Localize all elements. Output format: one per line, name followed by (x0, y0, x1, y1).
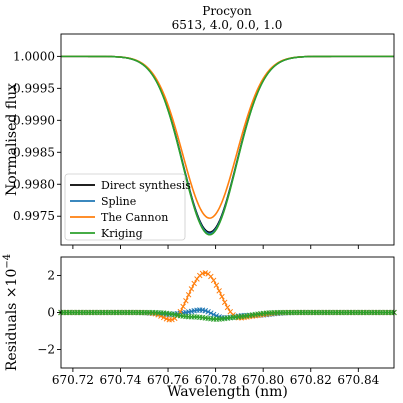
flux-y-tick-label: 0.9990 (13, 113, 55, 127)
residuals-panel: −2 0 2 670.72 670.74 670.76 670.78 670.80 670.8… (2, 254, 397, 400)
residuals-series-markers (58, 270, 397, 323)
flux-y-tick-label: 1.0000 (13, 49, 55, 63)
residual-marker (213, 282, 220, 289)
flux-series-lines (61, 55, 394, 236)
x-tick-label: 670.72 (52, 373, 94, 387)
residual-marker (177, 308, 184, 315)
residual-marker (219, 293, 225, 300)
legend-label-the-cannon: The Cannon (101, 211, 168, 224)
residual-marker (185, 292, 192, 298)
residuals-y-axis-label: Residuals ×10−4 (2, 254, 20, 371)
residuals-y-tick-label: 0 (47, 306, 55, 320)
chart-title: Procyon (202, 4, 252, 18)
residual-marker (191, 280, 197, 287)
residual-marker (216, 288, 222, 294)
x-tick-label: 670.82 (290, 373, 332, 387)
x-tick-label: 670.74 (99, 373, 141, 387)
residuals-x-axis-ticks: 670.72 670.74 670.76 670.78 670.80 670.82 670.… (52, 368, 380, 387)
residual-marker (210, 277, 217, 284)
legend-label-direct-synthesis: Direct synthesis (101, 179, 191, 192)
residuals-y-axis-label-exponent: −4 (2, 254, 13, 269)
flux-y-tick-label: 0.9995 (13, 81, 55, 95)
residual-marker (205, 309, 211, 315)
residuals-y-tick-label: 2 (47, 269, 55, 283)
residual-marker (169, 316, 175, 323)
residual-marker (224, 304, 231, 311)
residual-marker (180, 303, 186, 310)
residuals-plot-frame (60, 256, 395, 369)
legend-label-spline: Spline (101, 195, 136, 208)
x-tick-label: 670.78 (195, 373, 237, 387)
chart-subtitle: 6513, 4.0, 0.0, 1.0 (172, 18, 283, 32)
legend-label-kriging: Kriging (101, 227, 143, 240)
residuals-y-axis-ticks: −2 0 2 (37, 269, 61, 357)
residual-marker (221, 299, 228, 306)
flux-y-tick-label: 0.9975 (13, 209, 55, 223)
residuals-y-tick-label: −2 (37, 343, 55, 357)
residual-marker (160, 314, 167, 321)
x-tick-label: 670.84 (337, 373, 379, 387)
flux-y-axis-ticks: 0.9975 0.9980 0.9985 0.9990 0.9995 1.0000 (13, 49, 359, 249)
flux-y-tick-label: 0.9980 (13, 177, 55, 191)
legend: Direct synthesis Spline The Cannon Kriging (64, 173, 191, 241)
residual-marker (208, 273, 214, 280)
flux-panel: 0.9975 0.9980 0.9985 0.9990 0.9995 1.0000 Nor… (4, 33, 395, 249)
flux-line-kriging (61, 55, 394, 236)
flux-y-tick-label: 0.9985 (13, 145, 55, 159)
x-tick-label: 670.80 (242, 373, 284, 387)
residual-marker (188, 286, 195, 292)
residual-marker (210, 311, 217, 318)
x-axis-label: Wavelength (nm) (167, 384, 288, 400)
flux-plot-frame (60, 33, 395, 246)
x-tick-label: 670.76 (147, 373, 189, 387)
residual-marker (208, 310, 214, 316)
legend-box (64, 173, 186, 241)
residuals-y-axis-label-text: Residuals ×10 (4, 269, 20, 371)
flux-y-axis-label: Normalised flux (4, 83, 20, 196)
residual-marker (183, 298, 189, 304)
